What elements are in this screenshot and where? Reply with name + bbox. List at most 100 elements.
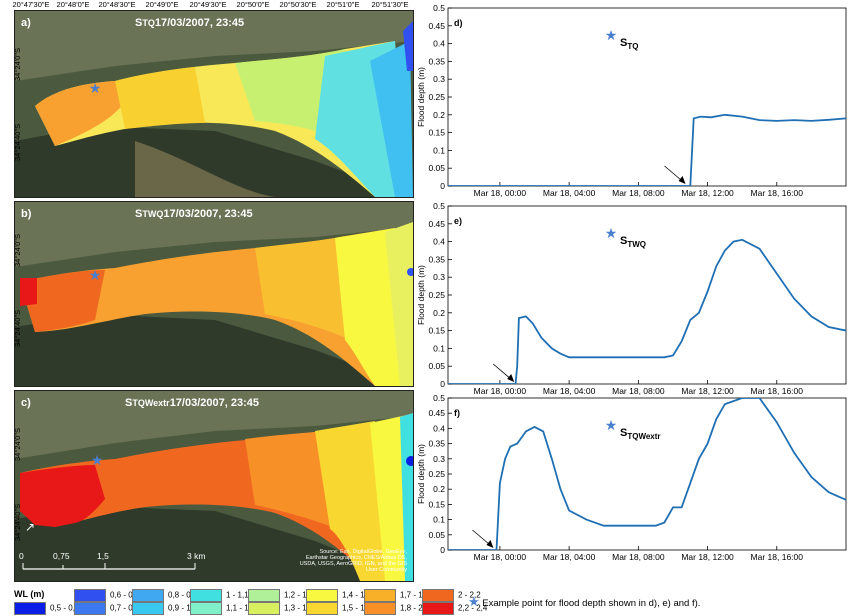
legend-item: 1,5 - 1,7 [306,602,371,615]
lon-label: 20°50'30"E [279,0,317,9]
map-a-svg: ★ [15,11,413,197]
y-tick-label: 0.45 [428,21,445,31]
legend-label: 0,9 - 1 [168,603,191,613]
legend-item: 0,6 - 0,7 [74,589,139,602]
chart-title-sub: TQ [627,42,638,51]
legend-label: 1,4 - 1,5 [342,590,372,600]
y-tick-label: 0.05 [428,530,445,540]
panel-label: e) [454,216,462,226]
y-tick-label: 0.3 [433,454,445,464]
flood-depth-series-line [448,113,846,186]
plot-frame [447,397,847,551]
x-tick-label: Mar 18, 16:00 [751,386,804,396]
x-tick-label: Mar 18, 08:00 [612,552,665,562]
y-tick-label: 0.2 [433,484,445,494]
legend-swatch [74,602,106,615]
y-tick-label: 0.3 [433,272,445,282]
legend-item: 0,7 - 0,8 [74,602,140,615]
y-tick-label: 0.25 [428,92,445,102]
x-tick-label: Mar 18, 08:00 [612,188,665,198]
x-tick-label: Mar 18, 12:00 [681,552,734,562]
example-point-text: Example point for flood depth shown in d… [482,598,701,609]
map-title-c: STQWextr17/03/2007, 23:45 [125,397,259,409]
legend-item: 0,8 - 0,9 [132,589,197,602]
y-tick-label: 0 [440,545,445,555]
x-tick-label: Mar 18, 04:00 [543,188,596,198]
legend-label: 0,7 - 0,8 [110,603,140,613]
legend-swatch [422,589,454,602]
lat-label-b-1: 34°24'0"S [14,234,22,267]
legend-label: 1,1 - 1,2 [226,603,256,613]
y-tick-label: 0.5 [433,393,445,403]
legend-label: 1,8 - 2 [400,603,423,613]
chart-title-main: S [620,235,627,247]
y-tick-label: 0.5 [433,201,445,211]
y-tick-label: 0.4 [433,423,445,433]
legend-item: 2 - 2,2 [422,589,481,602]
chart-title: STWQ [620,235,646,249]
star-icon: ★ [89,81,102,97]
star-icon: ★ [605,28,618,44]
x-tick-label: Mar 18, 00:00 [474,552,527,562]
y-tick-label: 0.3 [433,74,445,84]
flood-depth-series-line [448,238,846,384]
legend-label: 0,5 - 0,6 [50,603,80,613]
arrow-head-icon [507,374,515,382]
legend-label: 1,7 - 1,8 [400,590,430,600]
legend-swatch [248,602,280,615]
chart-f: 0 0.05 0.1 0.15 0.2 0.25 0.3 0.35 0.4 0.45 0.5 Mar … [416,392,850,588]
map-panel-a: ★ a) STQ17/03/2007, 23:45 34°24'0"S 34°2… [14,10,414,198]
scale-label-075: 0,75 [53,551,70,561]
y-tick-label: 0.4 [433,39,445,49]
chart-e-svg: 0 0.05 0.1 0.15 0.2 0.25 0.3 0.35 0.4 0.45 0.5 Mar … [416,201,847,396]
y-tick-label: 0.35 [428,439,445,449]
map-title-b: STWQ17/03/2007, 23:45 [135,208,253,220]
lon-label: 20°48'0"E [56,0,90,9]
map-panel-b: ★ b) STWQ17/03/2007, 23:45 34°24'0"S 34°… [14,201,414,387]
legend-swatch [306,602,338,615]
panel-label-a: a) [21,17,31,29]
x-tick-label: Mar 18, 04:00 [543,386,596,396]
star-icon: ★ [605,418,618,434]
legend-title: WL (m) [14,589,45,599]
y-tick-label: 0.05 [428,361,445,371]
chart-title-main: S [620,37,627,49]
legend-swatch [422,602,454,615]
lat-label-a-1: 34°24'0"S [14,48,22,81]
y-axis-label: Flood depth (m) [416,67,426,127]
legend-label: 1,2 - 1,3 [284,590,314,600]
y-tick-label: 0.15 [428,326,445,336]
y-tick-label: 0.5 [433,3,445,13]
scale-label-0: 0 [19,551,24,561]
legend-swatch [14,602,46,615]
y-tick-label: 0.15 [428,128,445,138]
legend-swatch [132,602,164,615]
y-tick-label: 0.35 [428,254,445,264]
legend-item: 0,9 - 1 [132,602,191,615]
legend-item: 1,4 - 1,5 [306,589,372,602]
legend-item: 0,5 - 0,6 [14,602,80,615]
scale-label-15: 1,5 [97,551,109,561]
lat-label-a-2: 34°24'40"S [14,123,22,161]
y-tick-label: 0 [440,181,445,191]
y-tick-label: 0.25 [428,290,445,300]
x-tick-label: Mar 18, 12:00 [681,386,734,396]
y-tick-label: 0.45 [428,219,445,229]
legend-item: 1,2 - 1,3 [248,589,314,602]
plot-frame [447,7,847,187]
flood-depth-series-line [448,398,846,550]
x-tick-label: Mar 18, 00:00 [474,188,527,198]
chart-d-svg: 0 0.05 0.1 0.15 0.2 0.25 0.3 0.35 0.4 0.45 0.5 Mar … [416,3,847,198]
y-axis-label: Flood depth (m) [416,444,426,504]
legend-label: 1 - 1,1 [226,590,249,600]
y-tick-label: 0.45 [428,408,445,418]
lon-label: 20°51'0"E [326,0,360,9]
y-tick-label: 0.1 [433,343,445,353]
x-tick-label: Mar 18, 12:00 [681,188,734,198]
legend-swatch [132,589,164,602]
legend-item: 1,8 - 2 [364,602,423,615]
x-tick-label: Mar 18, 04:00 [543,552,596,562]
lat-label-c-1: 34°24'0"S [14,428,22,461]
chart-e: 0 0.05 0.1 0.15 0.2 0.25 0.3 0.35 0.4 0.45 0.5 Mar … [416,200,850,396]
